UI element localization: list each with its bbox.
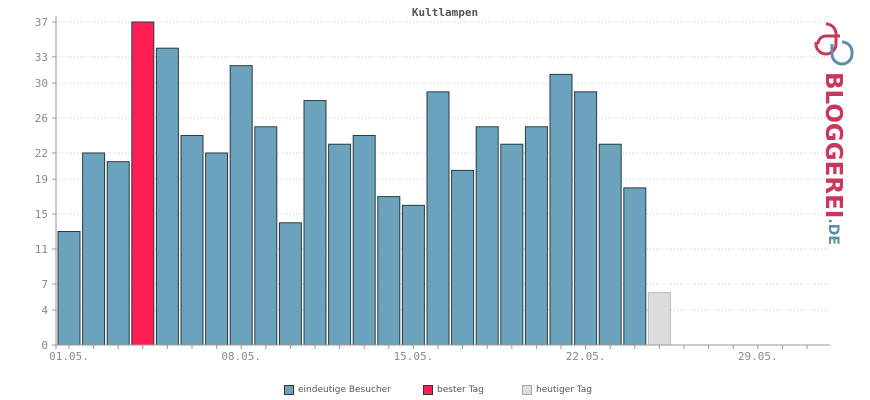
y-tick-label: 30 <box>35 77 48 90</box>
x-tick-label: 29.05. <box>738 350 778 363</box>
x-tick-label: 15.05. <box>394 350 434 363</box>
bloggerei-logo: BLOGGEREI.DE <box>812 18 862 245</box>
y-tick-label: 15 <box>35 208 48 221</box>
bar <box>106 161 130 346</box>
legend-label-today: heutiger Tag <box>536 385 593 395</box>
y-tick-label: 11 <box>35 243 48 256</box>
legend: eindeutige Besucher bester Tag heutiger … <box>0 385 870 399</box>
logo-brand: BLOGGEREI <box>820 72 846 219</box>
bar <box>647 292 671 346</box>
bar <box>426 91 450 346</box>
y-tick-label: 37 <box>35 16 48 29</box>
x-tick-label: 01.05. <box>49 350 89 363</box>
bar <box>475 126 499 346</box>
bar <box>328 143 352 346</box>
logo-icon <box>814 22 854 66</box>
bar <box>229 65 253 346</box>
x-tick-label: 22.05. <box>566 350 606 363</box>
legend-swatch-visitors <box>284 385 294 395</box>
legend-item-today: heutiger Tag <box>522 385 592 395</box>
bar <box>401 204 425 346</box>
bar <box>180 134 204 346</box>
legend-label-visitors: eindeutige Besucher <box>298 385 391 395</box>
y-tick-labels: 0 4 7 11 15 19 22 26 30 33 37 <box>35 16 49 352</box>
bar <box>500 143 524 346</box>
y-tick-label: 26 <box>35 112 48 125</box>
legend-swatch-today <box>522 385 532 395</box>
bar <box>303 100 327 346</box>
legend-swatch-best-day <box>423 385 433 395</box>
x-tick-label: 08.05. <box>221 350 261 363</box>
bar <box>254 126 278 346</box>
bar <box>155 47 179 346</box>
y-tick-label: 33 <box>35 51 48 64</box>
bar <box>205 152 229 346</box>
legend-item-visitors: eindeutige Besucher <box>284 385 391 395</box>
bar <box>574 91 598 346</box>
y-tick-label: 7 <box>41 278 48 291</box>
bar <box>131 21 155 346</box>
y-tick-label: 22 <box>35 147 48 160</box>
legend-label-best-day: bester Tag <box>437 385 484 395</box>
bar <box>451 169 475 346</box>
bars <box>57 21 671 346</box>
bar <box>377 196 401 346</box>
legend-item-best-day: bester Tag <box>423 385 484 395</box>
bar <box>82 152 106 346</box>
bar <box>278 222 302 346</box>
y-tick-label: 4 <box>41 304 48 317</box>
logo-tld: .DE <box>825 218 841 245</box>
bar <box>57 231 81 346</box>
y-tick-label: 0 <box>41 339 48 352</box>
bar <box>623 187 647 346</box>
y-tick-label: 19 <box>35 173 48 186</box>
logo-text: BLOGGEREI.DE <box>820 72 846 245</box>
x-tick-labels: 01.05. 08.05. 15.05. 22.05. 29.05. <box>49 350 778 363</box>
bar <box>352 134 376 346</box>
bar <box>598 143 622 346</box>
bar <box>524 126 548 346</box>
axes <box>52 16 830 349</box>
bar <box>549 73 573 346</box>
chart-title: Kultlampen <box>412 6 478 19</box>
